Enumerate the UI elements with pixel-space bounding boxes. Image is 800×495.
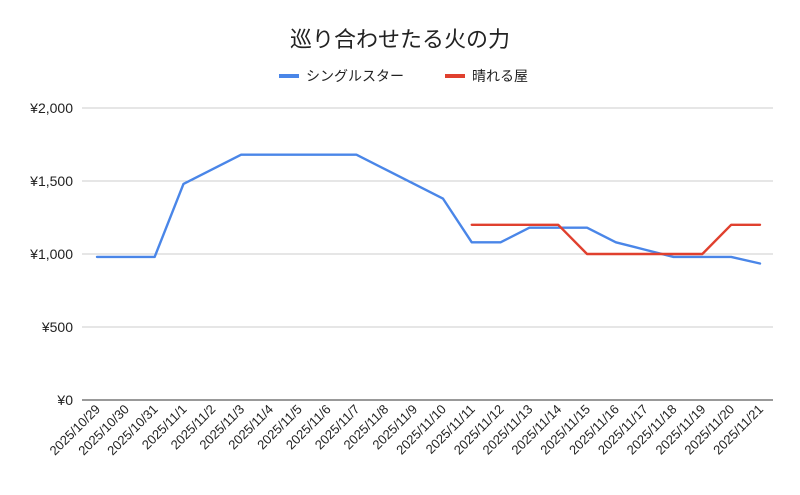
legend: シングルスター 晴れる屋: [279, 69, 528, 85]
series-line-0: [95, 153, 762, 265]
y-axis: ¥0 ¥500 ¥1,000 ¥1,500 ¥2,000: [29, 100, 73, 408]
x-axis: 2025/10/292025/10/302025/10/312025/11/12…: [46, 402, 766, 459]
y-tick-label: ¥1,500: [29, 173, 73, 189]
y-tick-label: ¥1,000: [29, 246, 73, 262]
y-tick-label: ¥500: [41, 319, 73, 335]
series-line-1: [470, 223, 762, 256]
series-lines: [95, 153, 762, 265]
grid: [82, 107, 773, 401]
legend-label-1: 晴れる屋: [472, 69, 528, 85]
y-tick-label: ¥2,000: [29, 100, 73, 116]
chart-title: 巡り合わせたる火の力: [290, 28, 510, 53]
legend-label-0: シングルスター: [306, 69, 404, 85]
y-tick-label: ¥0: [56, 392, 73, 408]
